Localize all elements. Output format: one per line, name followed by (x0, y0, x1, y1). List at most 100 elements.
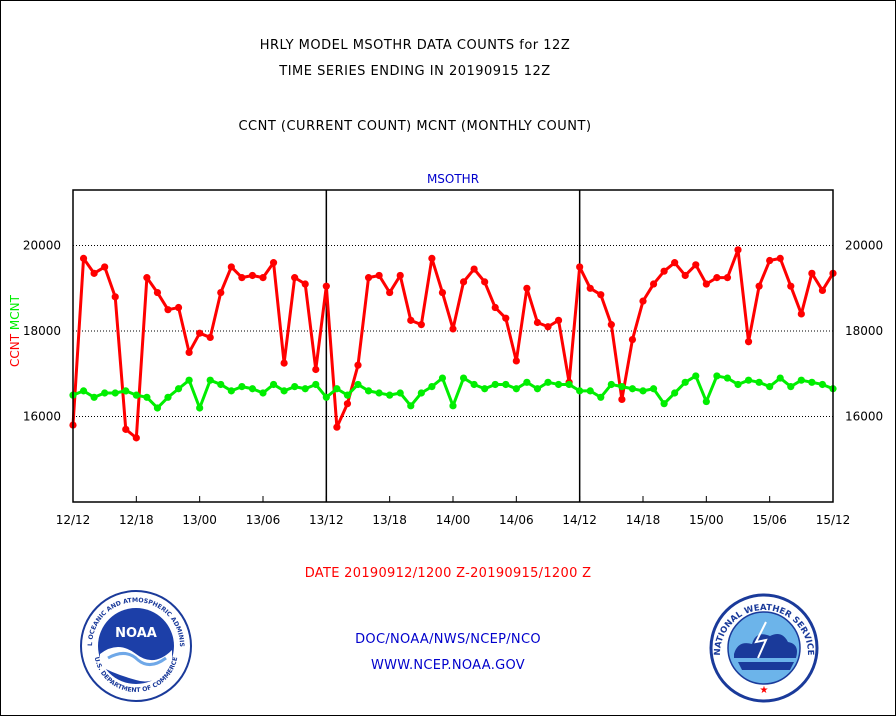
data-point-mcnt (502, 380, 510, 389)
data-point-mcnt (364, 387, 373, 395)
data-point-ccnt (681, 271, 689, 280)
data-point-mcnt (301, 385, 309, 393)
data-point-ccnt (808, 269, 816, 277)
data-point-ccnt (227, 263, 235, 271)
data-point-mcnt (808, 378, 816, 386)
data-point-mcnt (649, 385, 658, 393)
data-point-ccnt (618, 395, 626, 404)
data-point-ccnt (481, 278, 489, 286)
data-point-mcnt (101, 389, 109, 397)
data-point-mcnt (428, 383, 436, 391)
data-point-mcnt (417, 389, 425, 397)
data-point-mcnt (744, 376, 753, 384)
header-line-3: CCNT (CURRENT COUNT) MCNT (MONTHLY COUNT… (238, 119, 592, 134)
data-point-mcnt (797, 376, 805, 384)
data-point-mcnt (734, 380, 742, 389)
data-point-ccnt (386, 288, 394, 297)
data-point-mcnt (206, 376, 214, 384)
data-point-ccnt (523, 284, 531, 292)
data-point-ccnt (755, 282, 763, 290)
day-boundary-lines (325, 190, 581, 502)
y-tick-label-right: 20000 (845, 239, 883, 253)
data-point-mcnt (280, 387, 288, 395)
y-tick-label-right: 18000 (845, 324, 883, 338)
data-point-mcnt (143, 393, 151, 401)
data-point-ccnt (533, 318, 542, 327)
data-point-ccnt (544, 323, 552, 331)
y-tick-labels: 16000 16000 18000 18000 20000 20000 (23, 239, 883, 424)
data-point-ccnt (164, 306, 172, 314)
y-axis-label: CCNT MCNT (8, 294, 22, 367)
data-point-ccnt (554, 316, 563, 324)
data-point-ccnt (396, 271, 404, 280)
data-point-ccnt (79, 254, 88, 262)
x-tick-label: 13/06 (246, 513, 281, 527)
data-point-ccnt (649, 280, 658, 288)
data-point-mcnt (386, 391, 394, 399)
data-point-ccnt (491, 303, 499, 312)
data-point-ccnt (301, 280, 309, 288)
data-point-ccnt (639, 297, 647, 305)
data-point-ccnt (90, 269, 98, 277)
header-line-2: TIME SERIES ENDING IN 20190915 12Z (279, 64, 551, 79)
data-point-mcnt (354, 380, 362, 389)
series-layer (69, 246, 837, 442)
data-point-mcnt (576, 387, 584, 395)
x-tick-label: 15/06 (752, 513, 787, 527)
data-point-mcnt (312, 380, 320, 389)
data-point-ccnt (238, 274, 246, 282)
data-point-ccnt (153, 288, 162, 297)
data-point-ccnt (312, 365, 320, 374)
data-point-ccnt (132, 434, 140, 442)
data-point-ccnt (459, 278, 468, 286)
header-line-1: HRLY MODEL MSOTHR DATA COUNTS for 12Z (259, 38, 571, 53)
data-point-ccnt (122, 425, 130, 433)
data-point-mcnt (607, 380, 615, 389)
data-point-ccnt (333, 423, 341, 431)
data-point-mcnt (449, 402, 457, 410)
data-point-mcnt (533, 385, 542, 393)
data-point-ccnt (597, 291, 605, 299)
data-point-mcnt (79, 387, 88, 395)
data-point-mcnt (196, 404, 204, 412)
data-point-mcnt (438, 374, 447, 382)
data-point-mcnt (554, 380, 563, 389)
data-point-mcnt (407, 402, 415, 410)
data-point-mcnt (238, 383, 246, 391)
data-point-mcnt (481, 385, 489, 393)
data-point-mcnt (491, 380, 499, 389)
data-point-mcnt (755, 378, 763, 386)
data-point-ccnt (502, 314, 510, 322)
data-point-ccnt (417, 321, 425, 329)
data-point-mcnt (523, 378, 531, 386)
data-point-mcnt (217, 380, 225, 389)
y-tick-label-left: 18000 (23, 324, 61, 338)
data-point-mcnt (111, 389, 119, 397)
data-point-ccnt (671, 259, 679, 267)
x-tick-label: 14/00 (436, 513, 471, 527)
data-point-ccnt (248, 271, 257, 280)
data-point-mcnt (776, 374, 784, 382)
x-tick-label: 14/12 (562, 513, 597, 527)
x-tick-label: 15/12 (816, 513, 851, 527)
y-axis-label-mcnt: MCNT (8, 294, 22, 330)
data-point-ccnt (607, 321, 615, 329)
chart-title: MSOTHR (427, 172, 479, 186)
series-mcnt (69, 372, 837, 412)
data-point-mcnt (343, 391, 352, 399)
data-point-mcnt (544, 378, 552, 386)
data-point-ccnt (343, 400, 352, 408)
data-point-ccnt (470, 265, 478, 273)
x-tick-label: 13/00 (182, 513, 217, 527)
data-point-ccnt (449, 325, 457, 333)
nws-logo: ★ NATIONAL WEATHER SERVICE (709, 593, 819, 703)
url-link[interactable]: WWW.NCEP.NOAA.GOV (370, 658, 526, 673)
x-tick-label: 13/12 (309, 513, 344, 527)
data-point-ccnt (291, 274, 299, 282)
data-point-ccnt (628, 335, 637, 344)
y-tick-label-left: 16000 (23, 410, 61, 424)
data-point-mcnt (185, 376, 193, 384)
data-point-ccnt (702, 280, 710, 288)
data-point-ccnt (206, 333, 214, 342)
